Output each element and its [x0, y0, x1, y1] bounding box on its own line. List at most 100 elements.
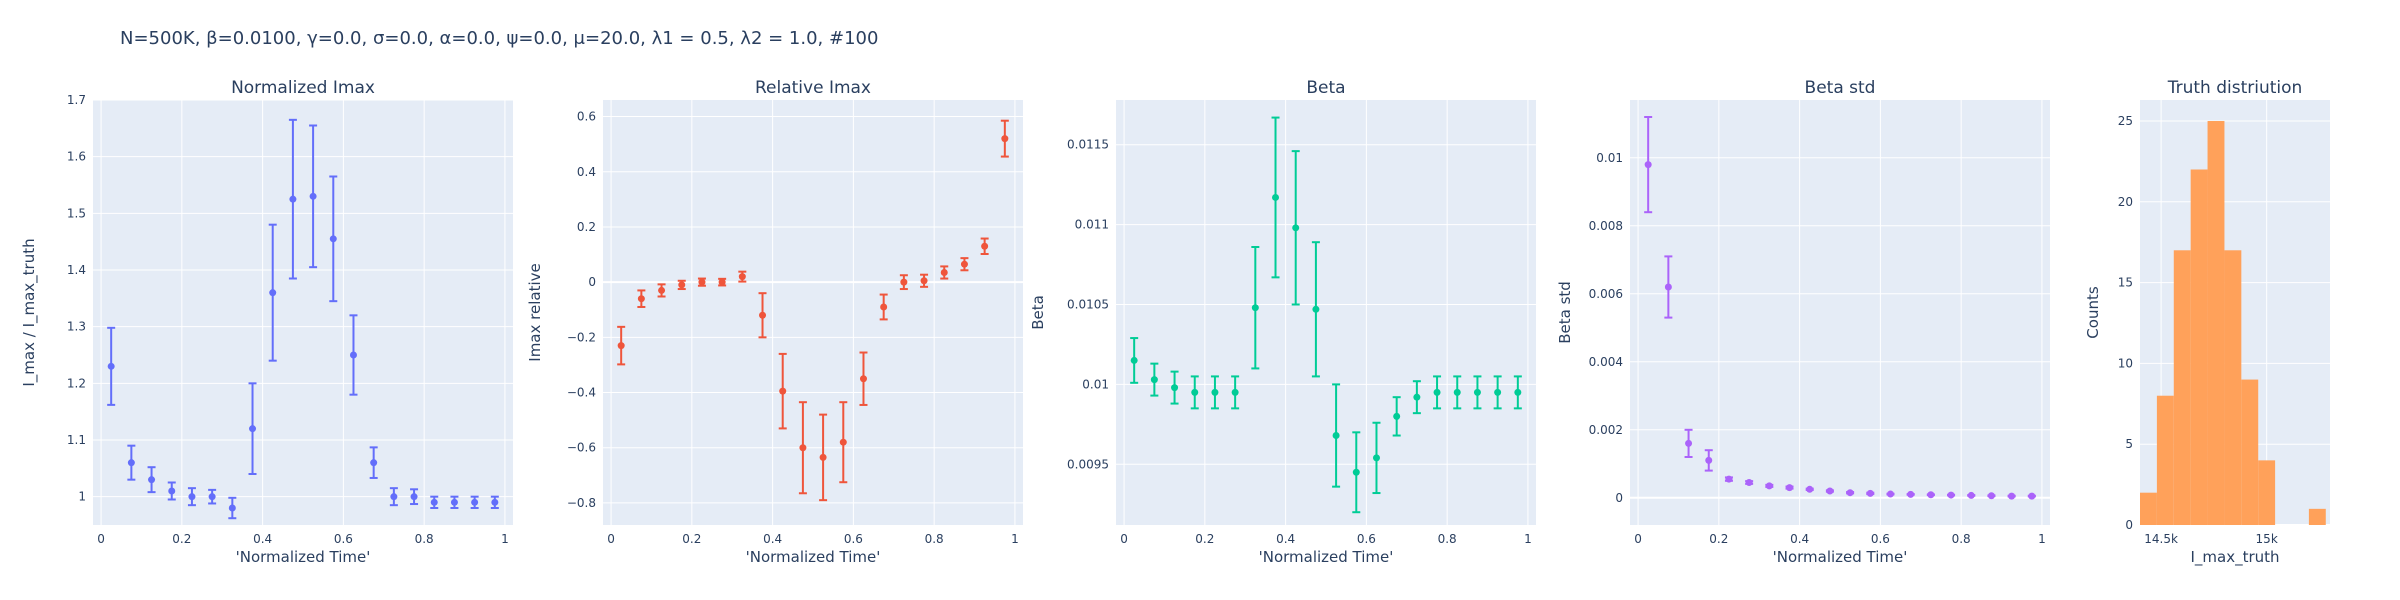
x-tick-label: 1: [2038, 532, 2046, 546]
data-point: [1413, 393, 1421, 401]
x-tick-label: 0: [607, 532, 615, 546]
data-point: [289, 195, 297, 203]
y-tick-label: 25: [2118, 114, 2133, 128]
x-tick-label: 0.8: [1952, 532, 1971, 546]
data-point: [1786, 484, 1794, 492]
figure-title: N=500K, β=0.0100, γ=0.0, σ=0.0, α=0.0, ψ…: [120, 28, 879, 49]
x-tick-label: 1: [1011, 532, 1019, 546]
data-point: [920, 277, 928, 285]
data-point: [390, 493, 398, 501]
y-tick-label: 1.6: [67, 150, 86, 164]
y-tick-label: −0.4: [567, 386, 596, 400]
data-point: [370, 459, 378, 467]
data-point: [658, 286, 666, 294]
y-axis-label: Imax relative: [526, 263, 544, 361]
x-tick-label: 0.4: [1790, 532, 1809, 546]
histogram-bar: [2207, 121, 2225, 526]
data-point: [188, 493, 196, 501]
y-tick-label: −0.6: [567, 441, 596, 455]
x-axis-label: 'Normalized Time': [1773, 548, 1908, 566]
data-point: [1494, 388, 1502, 396]
data-point: [1211, 388, 1219, 396]
x-axis-label: 'Normalized Time': [746, 548, 881, 566]
data-point: [819, 453, 827, 461]
data-point: [1433, 388, 1441, 396]
data-point: [859, 375, 867, 383]
y-tick-label: −0.8: [567, 496, 596, 510]
y-tick-label: 0: [588, 275, 596, 289]
data-point: [880, 303, 888, 311]
data-point: [1001, 135, 1009, 143]
y-tick-label: 0.2: [577, 220, 596, 234]
data-point: [1332, 432, 1340, 440]
histogram-bar: [2140, 492, 2157, 525]
data-point: [1907, 490, 1915, 498]
histogram-bar: [2190, 169, 2208, 525]
plot-area: [1116, 100, 1536, 525]
x-axis-label: 'Normalized Time': [236, 548, 371, 566]
x-tick-label: 0.4: [763, 532, 782, 546]
y-tick-label: 0.008: [1589, 219, 1623, 233]
chart-title: Truth distriution: [2167, 78, 2303, 98]
data-point: [1251, 304, 1259, 312]
data-point: [1806, 485, 1814, 493]
plot-area: [1630, 100, 2050, 525]
x-axis-label: I_max_truth: [2190, 548, 2279, 567]
y-tick-label: 1.7: [67, 93, 86, 107]
x-tick-label: 0: [1634, 532, 1642, 546]
x-tick-label: 0.6: [334, 532, 353, 546]
histogram-bar: [2156, 395, 2174, 525]
data-point: [1352, 468, 1360, 476]
data-point: [1705, 456, 1713, 464]
y-axis-label: I_max / I_max_truth: [20, 238, 39, 386]
histogram-bar: [2241, 379, 2259, 525]
data-point: [1292, 224, 1300, 232]
data-point: [960, 260, 968, 268]
plot-area: [603, 100, 1023, 525]
y-tick-label: 0: [2125, 518, 2133, 532]
x-tick-label: 14.5k: [2144, 532, 2178, 546]
data-point: [148, 476, 156, 484]
x-tick-label: 0.4: [253, 532, 272, 546]
y-tick-label: 0.01: [1082, 377, 1109, 391]
data-point: [981, 242, 989, 250]
y-tick-label: 0.011: [1075, 218, 1109, 232]
x-tick-label: 0.6: [844, 532, 863, 546]
data-point: [637, 295, 645, 303]
x-tick-label: 0.8: [925, 532, 944, 546]
x-tick-label: 0.2: [1709, 532, 1728, 546]
chart-title: Beta std: [1805, 78, 1876, 98]
data-point: [839, 438, 847, 446]
y-axis-label: Beta: [1029, 295, 1047, 330]
y-tick-label: 20: [2118, 195, 2133, 209]
x-tick-label: 1: [501, 532, 509, 546]
y-tick-label: −0.2: [567, 330, 596, 344]
data-point: [738, 273, 746, 281]
data-point: [1171, 384, 1179, 392]
data-point: [1967, 491, 1975, 499]
data-point: [107, 362, 115, 370]
data-point: [430, 498, 438, 506]
y-tick-label: 0.0105: [1067, 298, 1109, 312]
data-point: [349, 351, 357, 359]
data-point: [1372, 454, 1380, 462]
chart-title: Beta: [1306, 78, 1345, 98]
y-tick-label: 1.4: [67, 263, 86, 277]
data-point: [471, 498, 479, 506]
chart-panel-2: Relative Imax 0 0.2 0.4 0.6 0.8 1 −0.8 −0.6 −0.4 −…: [526, 78, 1023, 566]
data-point: [779, 387, 787, 395]
x-tick-label: 15k: [2256, 532, 2278, 546]
x-tick-label: 0.6: [1871, 532, 1890, 546]
data-point: [1826, 487, 1834, 495]
data-point: [249, 425, 257, 433]
data-point: [410, 493, 418, 501]
data-point: [698, 278, 706, 286]
y-axis-label: Counts: [2084, 286, 2102, 339]
y-tick-label: 0.0095: [1067, 457, 1109, 471]
data-point: [1745, 479, 1753, 486]
chart-panel-3: Beta 0 0.2 0.4 0.6 0.8 1 0.0095 0.01 0.0105 0.011 0…: [1029, 78, 1536, 566]
x-tick-label: 0: [97, 532, 105, 546]
chart-panel-1: Normalized Imax 0 0.2 0.4 0.6 0.8 1 1 1.1 1.2 1.3 1…: [20, 78, 513, 566]
y-tick-label: 0: [1615, 491, 1623, 505]
x-tick-label: 0.2: [682, 532, 701, 546]
